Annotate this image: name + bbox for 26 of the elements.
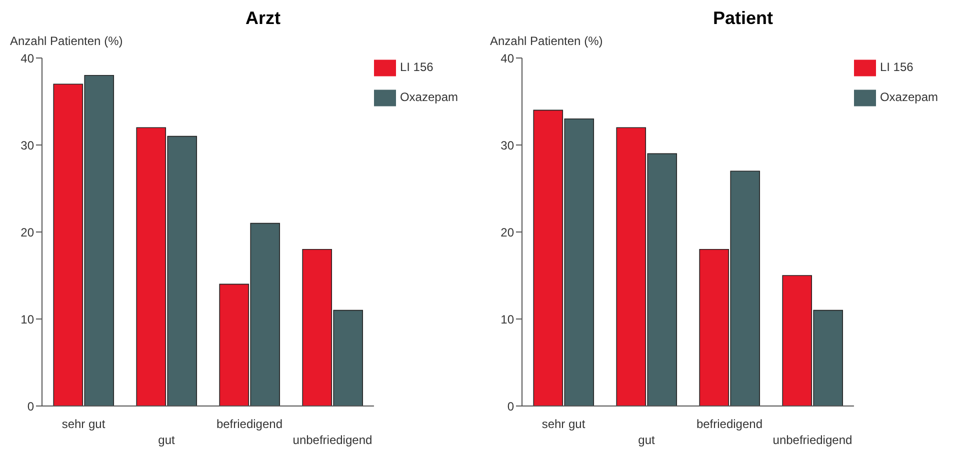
y-axis-title: Anzahl Patienten (%) (9, 34, 124, 50)
y-tick-label: 30 (20, 138, 34, 152)
x-tick-label: befriedigend (696, 417, 763, 431)
x-tick-label: gut (158, 433, 176, 447)
x-tick-label: gut (638, 433, 656, 447)
chart-title: Patient (712, 8, 774, 30)
legend-label: Oxazepam (880, 90, 938, 104)
y-tick-label: 30 (500, 138, 514, 152)
y-tick-label: 0 (27, 399, 34, 414)
x-tick-label: unbefriedigend (292, 433, 372, 447)
chart-title: Arzt (244, 8, 282, 30)
y-tick-label: 10 (20, 312, 34, 326)
y-tick-label: 10 (500, 312, 514, 326)
x-tick-label: sehr gut (542, 417, 586, 431)
x-tick-label: sehr gut (62, 417, 106, 431)
y-tick-label: 20 (20, 225, 34, 240)
y-tick-label: 20 (500, 225, 514, 240)
y-tick-label: 0 (507, 399, 514, 414)
y-tick-label: 40 (500, 51, 514, 66)
legend-label: Oxazepam (400, 90, 458, 104)
y-axis-title: Anzahl Patienten (%) (489, 34, 604, 50)
y-tick-label: 40 (20, 51, 34, 66)
x-tick-label: unbefriedigend (772, 433, 852, 447)
x-tick-label: befriedigend (216, 417, 283, 431)
legend-label: LI 156 (400, 60, 434, 74)
legend-label: LI 156 (880, 60, 914, 74)
